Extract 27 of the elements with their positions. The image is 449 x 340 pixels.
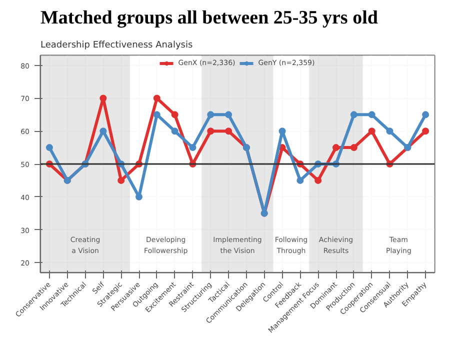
point [422, 128, 430, 135]
point [207, 111, 214, 118]
point [296, 176, 304, 184]
point [422, 111, 430, 118]
point [350, 144, 358, 152]
point [314, 176, 322, 184]
point [153, 111, 160, 118]
point [225, 111, 232, 118]
point [278, 128, 286, 135]
point [207, 128, 214, 135]
point [189, 144, 196, 152]
point [100, 94, 107, 102]
point [118, 176, 125, 184]
chart-title: Matched groups all between 25-35 yrs old [40, 8, 378, 28]
point [368, 128, 376, 135]
point [225, 128, 232, 135]
point [46, 144, 53, 152]
point [153, 94, 160, 102]
point [171, 111, 178, 118]
point [332, 144, 340, 152]
point [136, 193, 142, 200]
chart-subtitle: Leadership Effectiveness Analysis [40, 40, 193, 50]
point [171, 128, 178, 135]
point [350, 111, 358, 118]
point [386, 128, 394, 135]
point [368, 111, 376, 118]
point [100, 128, 107, 135]
